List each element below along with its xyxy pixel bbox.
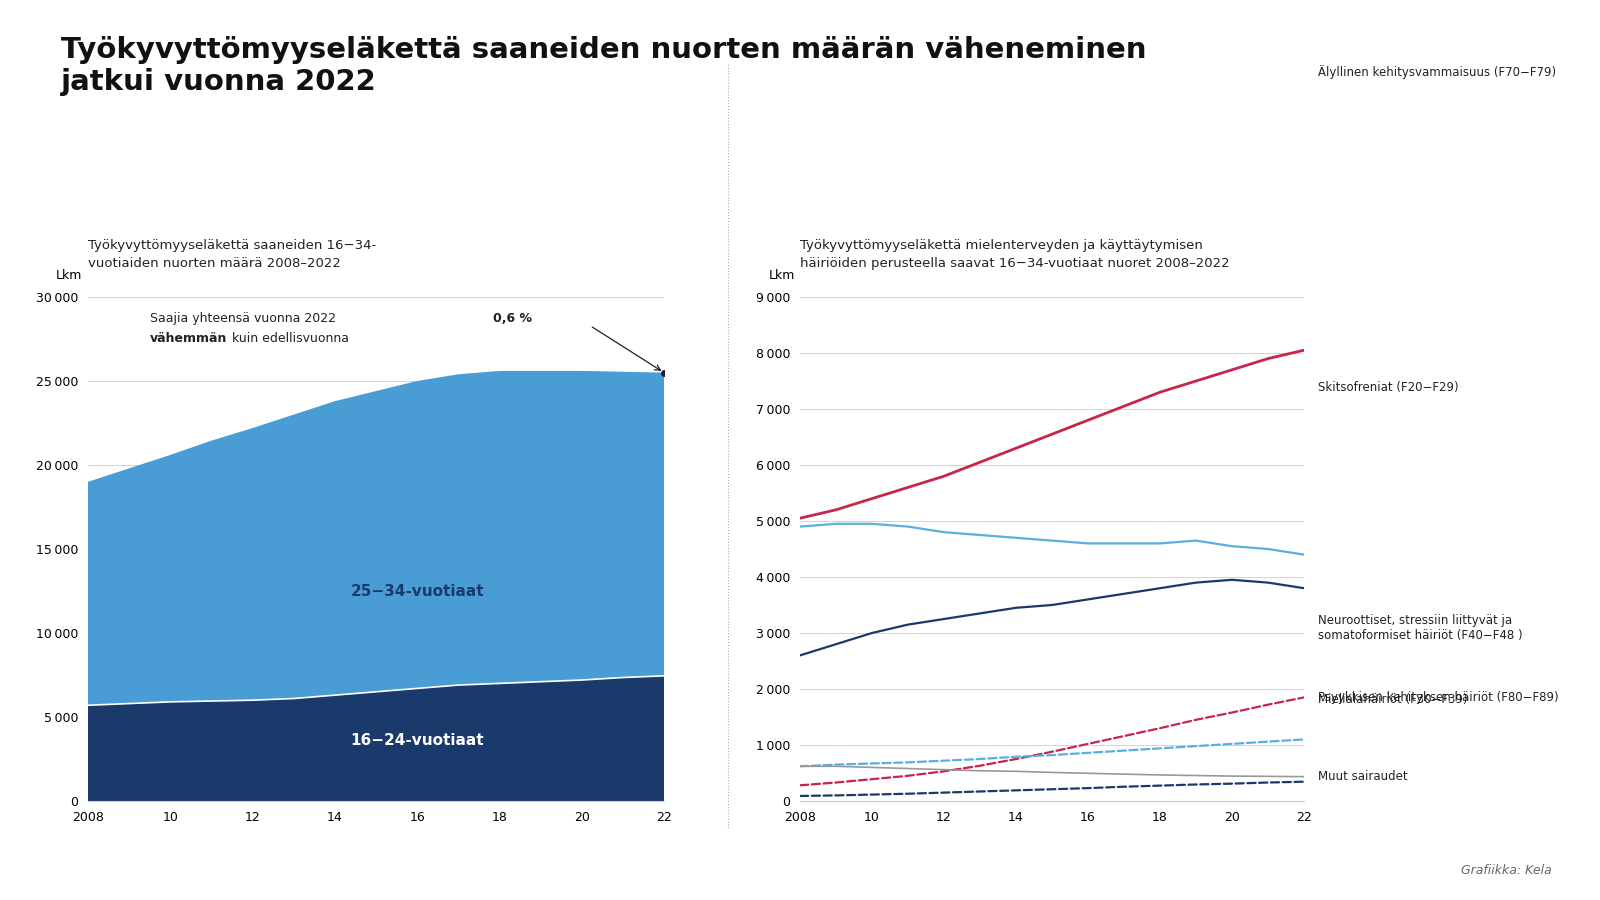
Text: Grafiikka: Kela: Grafiikka: Kela xyxy=(1461,865,1552,878)
Text: Skitsofreniat (F20−F29): Skitsofreniat (F20−F29) xyxy=(1318,382,1459,394)
Text: 25−34-vuotiaat: 25−34-vuotiaat xyxy=(350,583,483,599)
Text: Työkyvyttömyyseläkettä saaneiden 16−34-
vuotiaiden nuorten määrä 2008–2022: Työkyvyttömyyseläkettä saaneiden 16−34- … xyxy=(88,239,376,270)
Text: Muut sairaudet: Muut sairaudet xyxy=(1318,770,1408,783)
Text: vähemmän: vähemmän xyxy=(150,332,227,346)
Text: Mielialahäiriöt (F30−F39): Mielialahäiriöt (F30−F39) xyxy=(1318,693,1467,706)
Text: Psyykkisen kehityksen häiriöt (F80−F89): Psyykkisen kehityksen häiriöt (F80−F89) xyxy=(1318,691,1558,704)
Text: Työkyvyttömyyseläkettä mielenterveyden ja käyttäytymisen
häiriöiden perusteella : Työkyvyttömyyseläkettä mielenterveyden j… xyxy=(800,239,1230,270)
Text: 0,6 %: 0,6 % xyxy=(493,312,533,325)
Text: Lkm: Lkm xyxy=(768,269,795,282)
Text: 16−24-vuotiaat: 16−24-vuotiaat xyxy=(350,733,483,748)
Text: Neuroottiset, stressiin liittyvät ja
somatoformiset häiriöt (F40−F48 ): Neuroottiset, stressiin liittyvät ja som… xyxy=(1318,615,1523,643)
Text: Lkm: Lkm xyxy=(56,269,82,282)
Text: Saajia yhteensä vuonna 2022: Saajia yhteensä vuonna 2022 xyxy=(150,312,339,325)
Text: Älyllinen kehitysvammaisuus (F70−F79): Älyllinen kehitysvammaisuus (F70−F79) xyxy=(1318,66,1557,79)
Text: Työkyvyttömyyseläkettä saaneiden nuorten määrän väheneminen
jatkui vuonna 2022: Työkyvyttömyyseläkettä saaneiden nuorten… xyxy=(61,36,1146,96)
Text: kuin edellisvuonna: kuin edellisvuonna xyxy=(227,332,349,346)
